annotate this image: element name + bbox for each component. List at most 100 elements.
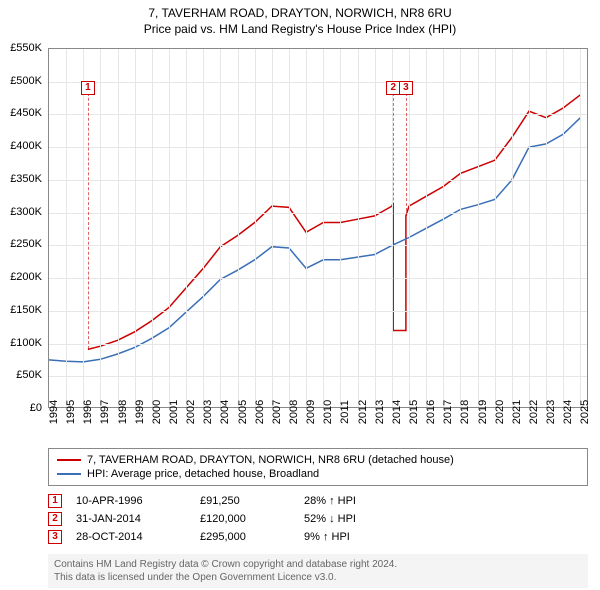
sale-number-box: 1	[48, 494, 62, 508]
sale-price: £295,000	[200, 531, 290, 543]
gridline-vertical	[375, 49, 376, 407]
gridline-vertical	[443, 49, 444, 407]
sale-number-box: 3	[48, 530, 62, 544]
chart-lines	[49, 49, 589, 409]
chart-titles: 7, TAVERHAM ROAD, DRAYTON, NORWICH, NR8 …	[0, 0, 600, 36]
sale-hpi-diff: 9% ↑ HPI	[304, 531, 414, 543]
footer-line-2: This data is licensed under the Open Gov…	[54, 571, 582, 584]
gridline-vertical	[272, 49, 273, 407]
sale-date: 28-OCT-2014	[76, 531, 186, 543]
x-axis-label: 2015	[408, 400, 420, 424]
sale-row: 1 10-APR-1996 £91,250 28% ↑ HPI	[48, 492, 588, 510]
gridline-vertical	[580, 49, 581, 407]
x-axis-label: 2021	[511, 400, 523, 424]
legend-swatch	[57, 459, 81, 461]
x-axis-label: 2018	[459, 400, 471, 424]
gridline-vertical	[426, 49, 427, 407]
plot-region: 123	[48, 48, 588, 408]
gridline-vertical	[255, 49, 256, 407]
x-axis-label: 2024	[562, 400, 574, 424]
gridline-vertical	[83, 49, 84, 407]
x-axis-label: 2017	[442, 400, 454, 424]
x-axis-label: 2002	[185, 400, 197, 424]
y-axis-label: £500K	[10, 75, 42, 87]
x-axis-label: 2011	[339, 400, 351, 424]
marker-line	[88, 88, 89, 349]
y-axis-label: £450K	[10, 107, 42, 119]
sale-row: 3 28-OCT-2014 £295,000 9% ↑ HPI	[48, 528, 588, 546]
gridline-horizontal	[49, 245, 587, 246]
legend: 7, TAVERHAM ROAD, DRAYTON, NORWICH, NR8 …	[48, 448, 588, 486]
y-axis-label: £100K	[10, 337, 42, 349]
x-axis-label: 2013	[374, 400, 386, 424]
marker-box-1: 1	[81, 81, 95, 95]
x-axis-label: 2016	[425, 400, 437, 424]
gridline-vertical	[563, 49, 564, 407]
sale-hpi-diff: 28% ↑ HPI	[304, 495, 414, 507]
gridline-vertical	[460, 49, 461, 407]
y-axis-label: £350K	[10, 173, 42, 185]
x-axis-label: 2012	[357, 400, 369, 424]
gridline-horizontal	[49, 278, 587, 279]
x-axis-label: 2020	[494, 400, 506, 424]
x-axis-label: 2000	[151, 400, 163, 424]
gridline-horizontal	[49, 180, 587, 181]
sale-price: £91,250	[200, 495, 290, 507]
gridline-vertical	[66, 49, 67, 407]
gridline-vertical	[495, 49, 496, 407]
gridline-horizontal	[49, 147, 587, 148]
gridline-vertical	[220, 49, 221, 407]
sale-date: 10-APR-1996	[76, 495, 186, 507]
gridline-vertical	[100, 49, 101, 407]
gridline-vertical	[152, 49, 153, 407]
y-axis-label: £550K	[10, 42, 42, 54]
marker-line	[393, 88, 394, 330]
gridline-vertical	[409, 49, 410, 407]
y-axis-label: £250K	[10, 238, 42, 250]
footer-attribution: Contains HM Land Registry data © Crown c…	[48, 554, 588, 588]
y-axis-label: £0	[30, 402, 42, 414]
gridline-vertical	[238, 49, 239, 407]
y-axis-label: £150K	[10, 304, 42, 316]
legend-row: 7, TAVERHAM ROAD, DRAYTON, NORWICH, NR8 …	[57, 453, 579, 467]
x-axis-label: 2019	[477, 400, 489, 424]
x-axis-label: 2025	[579, 400, 591, 424]
sale-row: 2 31-JAN-2014 £120,000 52% ↓ HPI	[48, 510, 588, 528]
gridline-vertical	[289, 49, 290, 407]
x-axis-label: 2009	[305, 400, 317, 424]
sale-date: 31-JAN-2014	[76, 513, 186, 525]
y-axis-label: £400K	[10, 140, 42, 152]
x-axis-label: 2006	[254, 400, 266, 424]
chart-area: 123 £0£50K£100K£150K£200K£250K£300K£350K…	[48, 48, 588, 408]
x-axis-label: 1998	[117, 400, 129, 424]
gridline-horizontal	[49, 213, 587, 214]
gridline-vertical	[529, 49, 530, 407]
sales-table: 1 10-APR-1996 £91,250 28% ↑ HPI 2 31-JAN-2014…	[48, 492, 588, 546]
x-axis-label: 2005	[237, 400, 249, 424]
x-axis-label: 2001	[168, 400, 180, 424]
sale-hpi-diff: 52% ↓ HPI	[304, 513, 414, 525]
gridline-vertical	[512, 49, 513, 407]
x-axis-label: 2008	[288, 400, 300, 424]
gridline-horizontal	[49, 82, 587, 83]
gridline-vertical	[169, 49, 170, 407]
y-axis-label: £300K	[10, 206, 42, 218]
gridline-vertical	[546, 49, 547, 407]
gridline-horizontal	[49, 376, 587, 377]
x-axis-label: 2007	[271, 400, 283, 424]
gridline-vertical	[118, 49, 119, 407]
gridline-vertical	[340, 49, 341, 407]
legend-label: 7, TAVERHAM ROAD, DRAYTON, NORWICH, NR8 …	[87, 454, 454, 466]
gridline-vertical	[478, 49, 479, 407]
sale-number-box: 2	[48, 512, 62, 526]
x-axis-label: 1994	[48, 400, 60, 424]
gridline-vertical	[135, 49, 136, 407]
x-axis-label: 2014	[391, 400, 403, 424]
marker-box-3: 3	[399, 81, 413, 95]
gridline-horizontal	[49, 114, 587, 115]
gridline-vertical	[323, 49, 324, 407]
gridline-vertical	[358, 49, 359, 407]
legend-swatch	[57, 473, 81, 475]
sale-price: £120,000	[200, 513, 290, 525]
x-axis-label: 2004	[219, 400, 231, 424]
